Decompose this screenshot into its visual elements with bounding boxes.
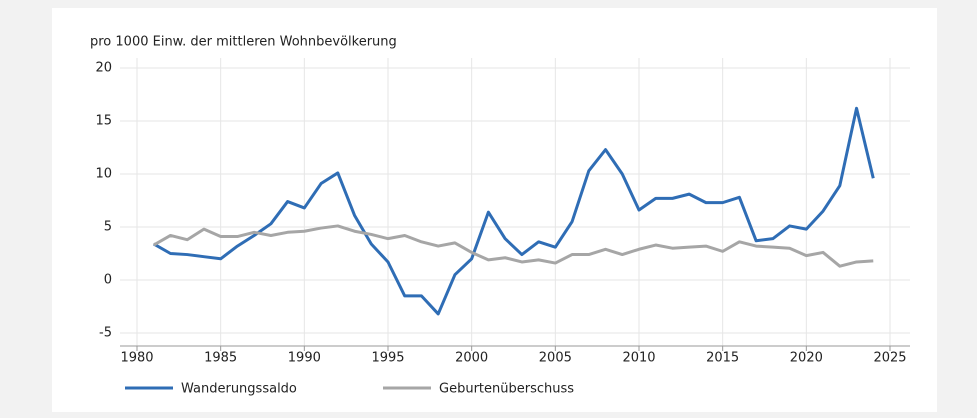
legend-label: Geburtenüberschuss <box>439 382 574 397</box>
x-tick-label: 2015 <box>706 351 739 366</box>
y-tick-label: 20 <box>95 61 112 76</box>
x-tick-label: 2025 <box>873 351 906 366</box>
y-tick-label: 5 <box>104 220 112 235</box>
y-tick-label: 0 <box>104 273 112 288</box>
y-tick-label: 10 <box>95 167 112 182</box>
x-tick-label: 1985 <box>204 351 237 366</box>
x-tick-label: 1990 <box>288 351 321 366</box>
y-axis-label: pro 1000 Einw. der mittleren Wohnbevölke… <box>90 35 397 50</box>
x-tick-label: 2005 <box>539 351 572 366</box>
x-tick-label: 1980 <box>120 351 153 366</box>
legend-label: Wanderungssaldo <box>181 382 297 397</box>
x-tick-label: 1995 <box>371 351 404 366</box>
x-tick-label: 2010 <box>622 351 655 366</box>
series-line <box>152 106 875 316</box>
y-tick-label: 15 <box>95 114 112 129</box>
x-tick-label: 2020 <box>790 351 823 366</box>
card <box>52 8 937 412</box>
x-tick-label: 2000 <box>455 351 488 366</box>
y-tick-label: -5 <box>99 326 112 341</box>
series-line <box>152 224 874 268</box>
